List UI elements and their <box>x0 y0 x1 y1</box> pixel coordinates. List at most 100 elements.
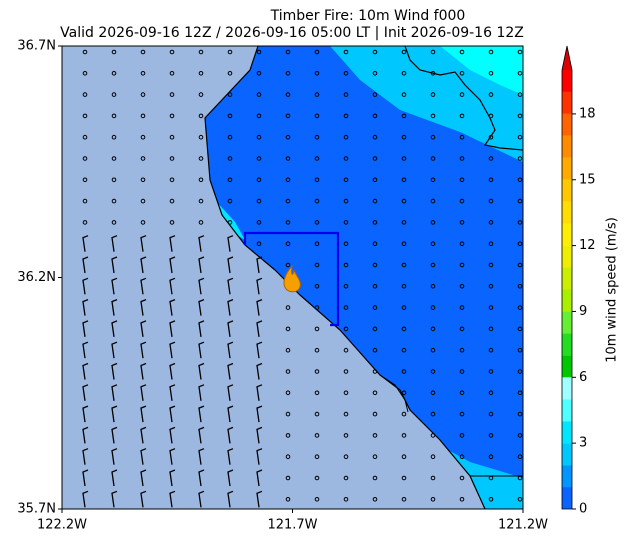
wind-barb <box>169 490 176 508</box>
calm-wind <box>401 177 407 183</box>
wind-barb <box>198 405 205 423</box>
wind-barb <box>198 277 205 295</box>
wind-barb <box>198 362 205 380</box>
calm-wind <box>285 177 291 183</box>
calm-wind <box>343 284 349 289</box>
calm-wind <box>285 262 291 268</box>
calm-wind <box>256 113 262 119</box>
wind-barb <box>82 320 89 337</box>
wind-barb <box>227 426 234 444</box>
wind-contour <box>215 200 245 240</box>
calm-wind <box>314 326 320 332</box>
calm-wind <box>372 497 378 502</box>
calm-wind <box>314 92 320 97</box>
calm-wind <box>285 411 291 417</box>
wind-barb <box>82 490 89 508</box>
wind-barb <box>198 384 205 401</box>
calm-wind <box>459 284 465 289</box>
calm-wind <box>488 433 494 438</box>
calm-wind <box>372 220 378 225</box>
calm-wind <box>285 326 291 332</box>
calm-wind <box>198 71 204 76</box>
colorbar-segment <box>562 179 572 202</box>
calm-wind <box>372 475 378 481</box>
calm-wind <box>430 497 436 502</box>
wind-barb <box>169 235 176 252</box>
calm-wind <box>459 305 465 310</box>
calm-wind <box>343 390 349 396</box>
colorbar-segment <box>562 91 572 114</box>
calm-wind <box>285 220 291 225</box>
calm-wind <box>488 156 494 161</box>
calm-wind <box>401 156 407 161</box>
calm-wind <box>343 220 349 225</box>
calm-wind <box>401 198 407 204</box>
calm-wind <box>256 220 262 225</box>
x-tick-label: 122.2W <box>37 518 87 533</box>
calm-wind <box>488 454 494 460</box>
calm-wind <box>169 92 175 97</box>
calm-wind <box>459 454 465 460</box>
calm-wind <box>285 305 291 310</box>
colorbar-tick-label: 15 <box>579 172 596 187</box>
colorbar-tick-label: 0 <box>579 502 587 517</box>
calm-wind <box>401 305 407 310</box>
wind-barb <box>140 490 147 508</box>
wind-barb <box>111 320 118 337</box>
calm-wind <box>140 198 146 204</box>
calm-wind <box>401 92 407 97</box>
calm-wind <box>314 156 320 161</box>
wind-barb <box>140 405 147 423</box>
calm-wind <box>459 92 465 97</box>
calm-wind <box>372 92 378 97</box>
calm-wind <box>430 134 436 140</box>
calm-wind <box>82 49 88 55</box>
calm-wind <box>285 156 291 161</box>
wind-barb <box>82 362 89 380</box>
calm-wind <box>314 369 320 374</box>
wind-barb <box>82 469 89 487</box>
calm-wind <box>111 198 117 204</box>
calm-wind <box>488 134 494 140</box>
x-tick-label: 121.2W <box>498 518 548 533</box>
colorbar-segment <box>562 201 572 224</box>
calm-wind <box>372 369 378 374</box>
calm-wind <box>169 198 175 204</box>
wind-barb <box>256 362 263 380</box>
calm-wind <box>488 220 494 225</box>
map <box>62 46 523 509</box>
calm-wind <box>314 198 320 204</box>
colorbar-segment <box>562 311 572 334</box>
calm-wind <box>488 113 494 119</box>
wind-barb <box>227 384 234 401</box>
calm-wind <box>488 369 494 374</box>
calm-wind <box>372 347 378 353</box>
fire-perimeter-box <box>243 231 340 327</box>
wind-contour <box>330 46 523 162</box>
calm-wind <box>82 220 88 225</box>
calm-wind <box>517 49 523 55</box>
calm-wind <box>459 347 465 353</box>
wind-barb <box>169 426 176 444</box>
calm-wind <box>285 347 291 353</box>
calm-wind <box>82 156 88 161</box>
wind-barb <box>82 384 89 401</box>
calm-wind <box>285 134 291 140</box>
calm-wind <box>430 284 436 289</box>
calm-wind <box>198 92 204 97</box>
calm-wind <box>488 241 494 246</box>
colorbar-segment <box>562 223 572 246</box>
calm-wind <box>488 177 494 183</box>
wind-barb <box>227 277 234 295</box>
wind-barb <box>227 448 234 465</box>
calm-wind <box>256 49 262 55</box>
wind-barb <box>256 341 263 359</box>
wind-barb <box>256 405 263 423</box>
calm-wind <box>401 49 407 55</box>
calm-wind <box>314 134 320 140</box>
calm-wind <box>372 71 378 76</box>
calm-wind <box>169 134 175 140</box>
calm-wind <box>343 411 349 417</box>
calm-wind <box>430 177 436 183</box>
